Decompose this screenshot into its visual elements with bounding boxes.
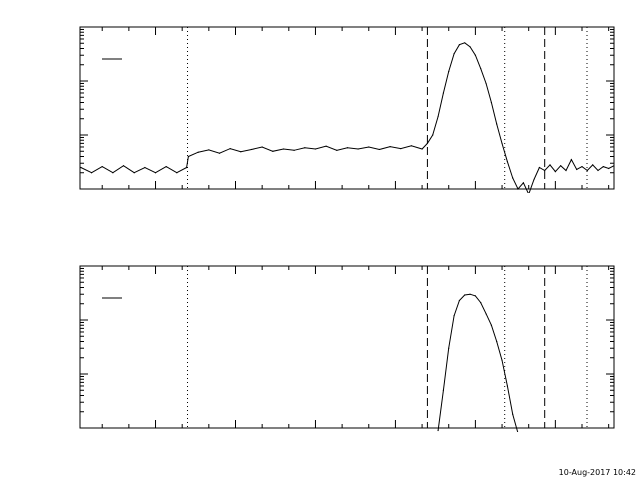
data-point [565, 169, 567, 172]
data-point [522, 182, 524, 184]
data-point [336, 149, 338, 151]
data-point [592, 164, 594, 166]
data-point [154, 172, 157, 174]
data-point [485, 313, 487, 315]
data-point [453, 315, 455, 317]
data-point [517, 433, 518, 434]
data-point [501, 359, 503, 361]
data-point [325, 145, 327, 147]
plot-frame [79, 265, 615, 429]
data-point [613, 165, 614, 167]
panel-hi [79, 265, 615, 434]
data-point [442, 389, 445, 391]
data-point [480, 302, 482, 304]
data-point [133, 172, 135, 174]
data-point [469, 293, 471, 295]
data-point [501, 142, 503, 144]
data-point [485, 82, 487, 85]
data-point [442, 92, 445, 94]
data-point [144, 166, 146, 169]
data-point [80, 166, 82, 169]
data-point [506, 385, 508, 387]
data-point [496, 340, 498, 343]
data-point [437, 115, 439, 118]
data-point [474, 54, 476, 56]
data-point [90, 172, 93, 174]
data-point [400, 147, 402, 150]
data-point [474, 295, 476, 297]
data-point [432, 134, 434, 136]
data-point [549, 164, 551, 166]
data-point [101, 165, 103, 168]
data-point [448, 347, 450, 349]
data-point [304, 147, 306, 149]
data-point [458, 44, 460, 46]
panel-lo [79, 26, 615, 195]
data-point [570, 159, 572, 161]
data-point [453, 53, 455, 55]
data-point [421, 148, 423, 150]
data-point [490, 101, 492, 104]
series-line-0 [80, 42, 614, 193]
data-point [165, 165, 167, 168]
data-point [581, 165, 583, 168]
data-point [218, 152, 221, 154]
data-point [346, 147, 349, 149]
data-point [314, 148, 317, 150]
data-point [576, 168, 578, 171]
data-point [602, 165, 604, 168]
data-point [426, 142, 429, 144]
data-point [512, 413, 514, 415]
data-point [187, 155, 189, 158]
data-point [490, 324, 492, 326]
data-point [112, 172, 114, 174]
data-point [464, 294, 466, 296]
data-point [538, 166, 540, 169]
data-point [176, 172, 178, 174]
data-point [554, 171, 556, 173]
data-point [458, 299, 460, 302]
data-point [448, 70, 450, 73]
data-point [496, 123, 498, 125]
data-point [608, 167, 610, 170]
data-point [378, 148, 381, 151]
data-point [464, 42, 466, 44]
data-point [368, 146, 370, 148]
data-point [250, 148, 253, 151]
data-point [480, 67, 482, 70]
data-point [512, 177, 514, 179]
data-point [469, 46, 471, 48]
data-point [389, 145, 391, 148]
data-point [437, 429, 439, 432]
data-point [586, 169, 588, 172]
series-line-0 [437, 293, 519, 432]
data-point [357, 148, 359, 150]
data-point [229, 147, 231, 150]
data-point [410, 145, 413, 147]
data-point [197, 151, 199, 153]
generation-timestamp: 10-Aug-2017 10:42 [558, 468, 636, 477]
data-point [597, 169, 599, 172]
data-point [122, 165, 125, 167]
data-point [208, 149, 210, 151]
data-point [517, 188, 519, 190]
plot-frame [79, 26, 615, 190]
data-point [544, 169, 546, 172]
data-point [261, 146, 263, 148]
data-point [506, 161, 508, 163]
data-point [272, 150, 274, 152]
data-point [560, 165, 562, 167]
data-point [293, 149, 295, 151]
data-point [528, 194, 529, 195]
data-point [282, 148, 285, 150]
data-point [533, 178, 535, 181]
data-point [240, 151, 242, 153]
data-point [186, 166, 188, 169]
